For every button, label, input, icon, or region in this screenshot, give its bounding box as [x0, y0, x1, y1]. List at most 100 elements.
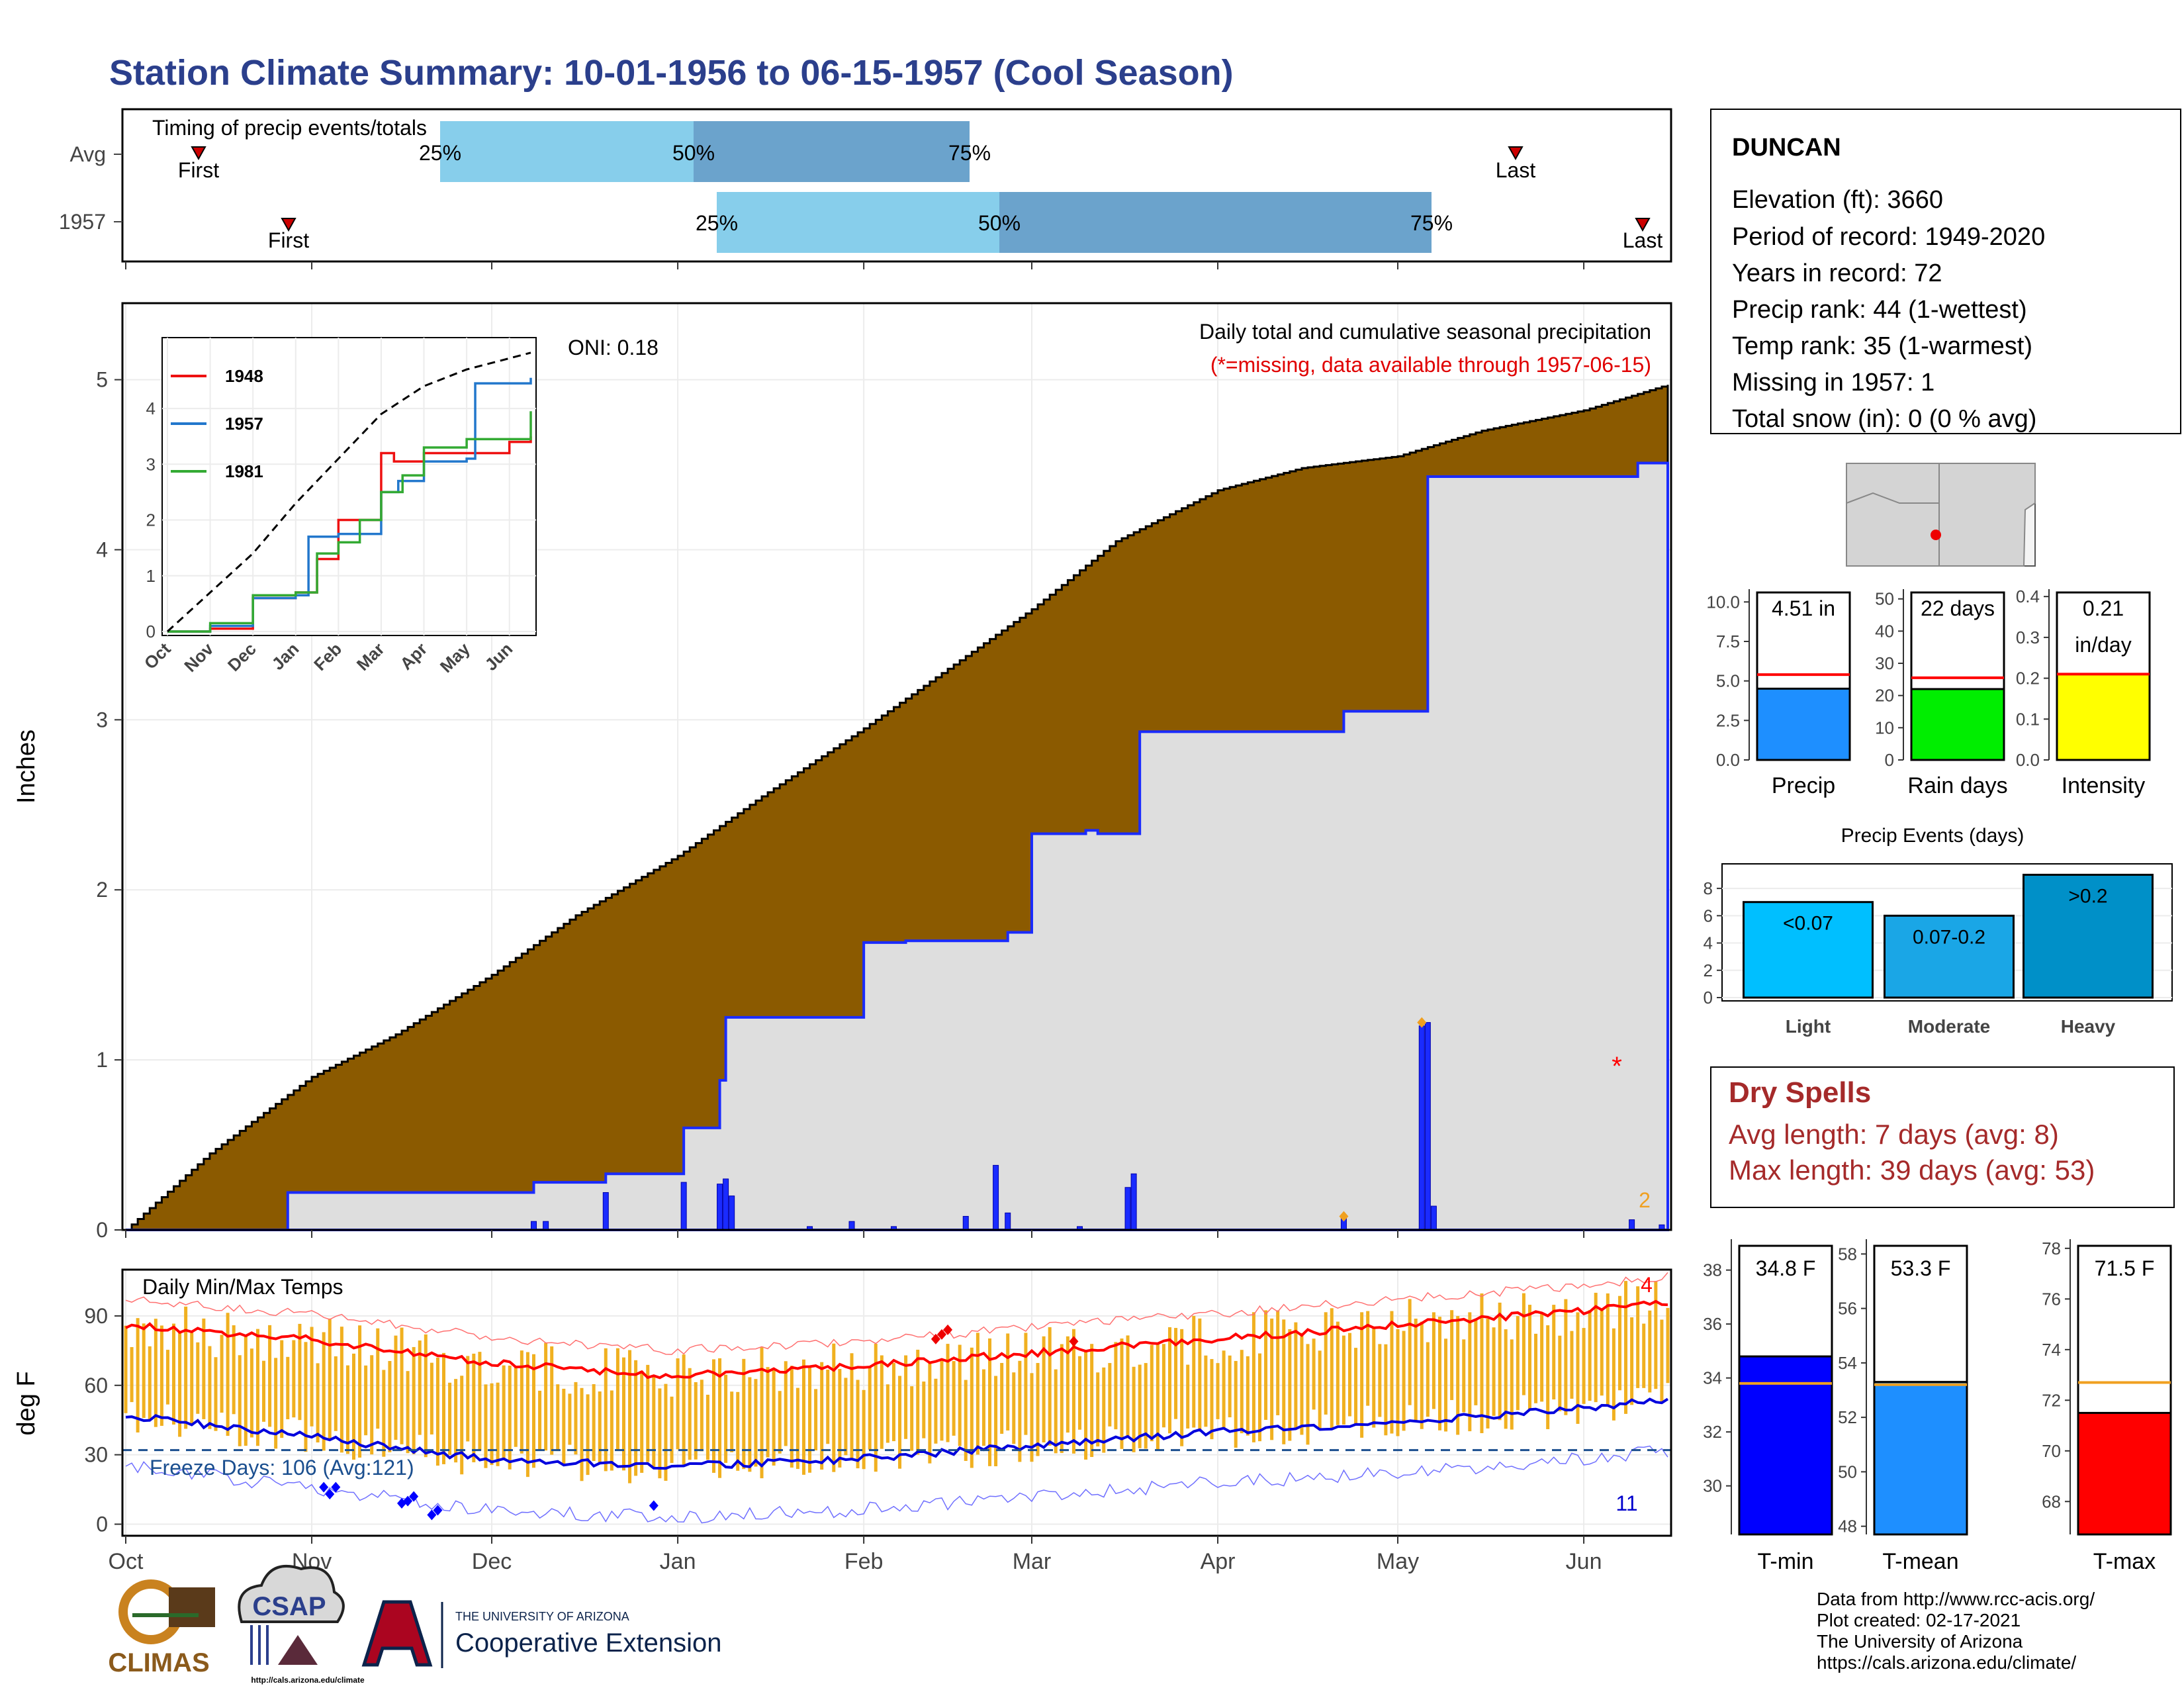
missing-note: (*=missing, data available through 1957-… — [1210, 353, 1651, 377]
daily-extreme-marker — [1417, 1017, 1427, 1028]
temp-day-bar — [172, 1323, 176, 1425]
temp-day-bar — [298, 1323, 302, 1421]
temp-day-bar — [1648, 1310, 1652, 1393]
temp-day-bar — [1366, 1311, 1370, 1406]
temp-summary-tick-label: 52 — [1838, 1407, 1857, 1427]
summary-label: Rain days — [1907, 773, 2007, 798]
temp-day-bar — [262, 1360, 266, 1422]
record-marker — [936, 1329, 946, 1340]
temp-day-bar — [1024, 1333, 1028, 1435]
temp-day-bar — [676, 1358, 680, 1450]
temp-day-bar — [1606, 1293, 1610, 1406]
timing-avg-last-marker — [1508, 146, 1524, 161]
month-label: Oct — [109, 1549, 144, 1574]
summary-tick-label: 0.2 — [2016, 669, 2040, 688]
temp-day-bar — [159, 1325, 163, 1426]
oni-label: ONI: 0.18 — [568, 336, 659, 359]
events-tick-label: 0 — [1704, 988, 1713, 1008]
temp-day-bar — [790, 1366, 794, 1468]
temp-day-bar — [814, 1389, 818, 1451]
temp-day-bar — [388, 1361, 392, 1452]
temp-day-bar — [1630, 1317, 1634, 1405]
temp-day-bar — [1288, 1329, 1292, 1441]
temp-day-bar — [808, 1365, 812, 1473]
avg-min-line — [125, 1397, 1669, 1470]
events-bar-moderate — [1884, 914, 2015, 999]
temp-summary-tick-label: 78 — [2042, 1239, 2061, 1258]
temp-day-bar — [1516, 1316, 1520, 1411]
daily-bar — [1418, 1025, 1425, 1231]
summary-tick-label: 5.0 — [1716, 671, 1740, 691]
timing-avg-bar-q1 — [440, 121, 694, 182]
summary-tick-label: 2.5 — [1716, 710, 1740, 730]
temp-day-bar — [520, 1350, 523, 1454]
summary-tick-label: 0.1 — [2016, 709, 2040, 729]
temp-day-bar — [226, 1313, 230, 1436]
temp-day-bar — [946, 1344, 950, 1442]
temp-day-bar — [1330, 1308, 1334, 1430]
temp-day-bar — [1420, 1321, 1424, 1429]
csap-text: CSAP — [252, 1592, 326, 1621]
timing-1957-first: First — [268, 228, 309, 252]
temp-day-bar — [1336, 1321, 1340, 1425]
events-bar-tag: 0.07-0.2 — [1913, 926, 1985, 948]
temp-day-bar — [1408, 1299, 1412, 1405]
timing-avg-p75: 75% — [948, 141, 991, 165]
temp-day-bar — [472, 1353, 476, 1463]
temp-day-bar — [1414, 1318, 1418, 1421]
timing-1957-bar-q2 — [999, 192, 1432, 253]
temp-day-bar — [688, 1368, 692, 1460]
timing-1957-last-marker — [1635, 218, 1651, 232]
temp-day-bar — [1186, 1364, 1190, 1429]
ua-top-text: THE UNIVERSITY OF ARIZONA — [455, 1610, 629, 1623]
daily-bar — [993, 1164, 999, 1231]
temp-day-bar — [604, 1348, 608, 1472]
temp-day-bar — [1210, 1359, 1214, 1440]
temp-day-bar — [952, 1361, 956, 1436]
timing-1957-first-marker — [281, 218, 296, 232]
record-marker — [649, 1500, 659, 1511]
month-label: Feb — [844, 1549, 884, 1574]
summary-tick-label: 0.0 — [1716, 750, 1740, 770]
inset-frame — [161, 337, 537, 636]
temp-summary-tick-label: 70 — [2042, 1441, 2061, 1461]
temp-summary-tick-label: 56 — [1838, 1299, 1857, 1319]
temp-day-bar — [165, 1350, 169, 1405]
temp-day-bar — [1306, 1344, 1310, 1445]
temp-summary-tick-label: 50 — [1838, 1462, 1857, 1481]
temp-day-bar — [1282, 1319, 1286, 1444]
temp-day-bar — [406, 1371, 410, 1454]
temp-day-bar — [1576, 1312, 1580, 1424]
temp-day-bar — [826, 1369, 830, 1444]
summary-tick-label: 10.0 — [1706, 592, 1740, 612]
temp-day-bar — [220, 1335, 224, 1413]
summary-bars: 4.51 in 0.0 2.5 5.0 7.5 10.0 Precip 22 days 0 10 2… — [1706, 586, 2151, 798]
temp-day-bar — [1642, 1323, 1646, 1388]
temp-day-bar — [345, 1365, 349, 1454]
inset-y-tick-label: 1 — [146, 566, 156, 586]
temp-day-bar — [1222, 1350, 1226, 1429]
temp-day-bar — [1474, 1319, 1478, 1405]
temp-day-bar — [928, 1362, 932, 1464]
temp-day-bar — [1437, 1317, 1441, 1430]
temp-summary-tick-label: 76 — [2042, 1289, 2061, 1309]
temp-day-bar — [670, 1396, 674, 1464]
month-label: Mar — [1013, 1549, 1052, 1574]
temp-day-bar — [610, 1390, 614, 1471]
temp-day-bar — [1174, 1328, 1178, 1419]
temp-day-bar — [1342, 1335, 1345, 1425]
temp-day-bar — [562, 1388, 566, 1464]
temp-day-bar — [418, 1340, 422, 1435]
temp-day-bar — [394, 1335, 398, 1440]
temp-day-bar — [412, 1346, 416, 1454]
temp-frame — [121, 1268, 1672, 1537]
temp-summary-tick-label: 32 — [1703, 1422, 1722, 1442]
temp-summary-tick-label: 34 — [1703, 1368, 1722, 1388]
temp-day-bar — [736, 1391, 740, 1471]
temp-day-bar — [370, 1355, 374, 1455]
daily-bar — [1130, 1173, 1137, 1231]
temp-day-bar — [196, 1342, 200, 1414]
temp-day-bar — [796, 1387, 799, 1470]
temp-day-bar — [1347, 1333, 1351, 1417]
temp-day-bar — [1120, 1338, 1124, 1449]
